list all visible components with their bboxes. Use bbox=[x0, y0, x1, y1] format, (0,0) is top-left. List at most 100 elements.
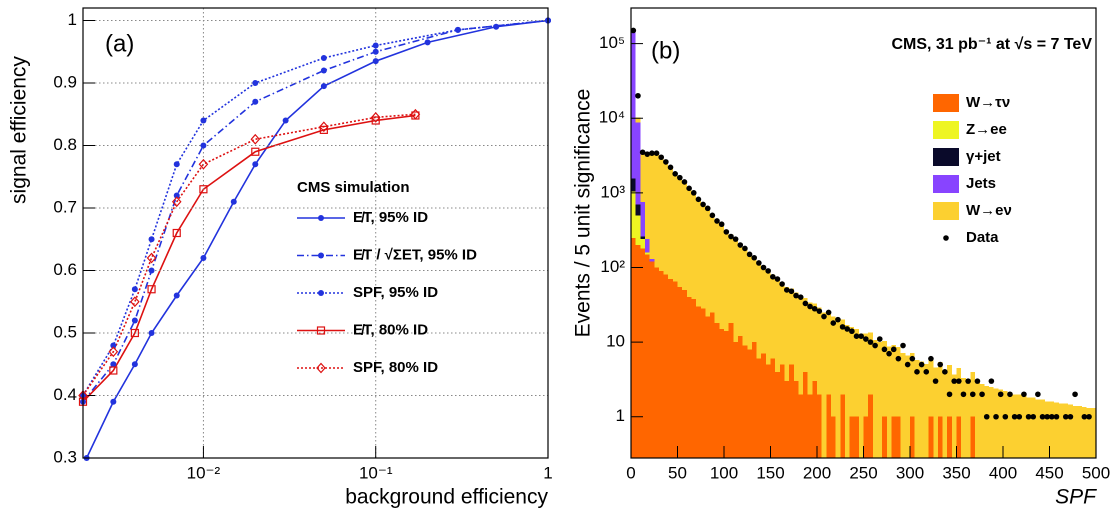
bar-segment bbox=[728, 323, 734, 458]
data-point bbox=[1049, 413, 1055, 420]
bar-segment bbox=[830, 316, 836, 417]
data-point bbox=[1002, 413, 1009, 420]
bar-segment bbox=[798, 394, 804, 458]
marker bbox=[200, 142, 207, 149]
bar-segment bbox=[705, 316, 711, 458]
data-point bbox=[886, 350, 892, 357]
data-point bbox=[1086, 413, 1092, 420]
bar-segment bbox=[784, 286, 790, 382]
bar-segment bbox=[779, 364, 785, 458]
bar-segment bbox=[817, 394, 822, 458]
bar-segment bbox=[1016, 394, 1022, 458]
bar-segment bbox=[724, 331, 729, 458]
data-point bbox=[909, 355, 916, 362]
annotation: CMS, 31 pb⁻¹ at √s = 7 TeV bbox=[891, 36, 1092, 53]
legend-swatch bbox=[933, 148, 959, 166]
x-axis-title: SPF bbox=[1055, 486, 1097, 509]
bar-segment bbox=[649, 258, 655, 262]
marker bbox=[110, 398, 117, 405]
data-point bbox=[1016, 413, 1023, 420]
data-point bbox=[867, 339, 874, 345]
bar-segment bbox=[700, 204, 706, 309]
data-point bbox=[737, 242, 744, 248]
marker bbox=[108, 346, 119, 358]
bar-segment bbox=[854, 416, 859, 458]
data-point bbox=[681, 179, 688, 185]
data-point bbox=[644, 151, 651, 157]
data-point bbox=[942, 369, 948, 375]
x-tick-label: 350 bbox=[942, 463, 970, 482]
y-tick-label: 10⁵ bbox=[599, 33, 625, 52]
bar-segment bbox=[812, 303, 817, 382]
bar-segment bbox=[696, 306, 701, 458]
bar-segment bbox=[937, 416, 943, 458]
data-point bbox=[983, 413, 990, 420]
bar-segment bbox=[1030, 397, 1036, 458]
bar-segment bbox=[882, 341, 887, 417]
data-point bbox=[858, 333, 864, 340]
data-point bbox=[993, 413, 999, 420]
bar-segment bbox=[947, 365, 952, 417]
marker bbox=[131, 286, 138, 293]
bar-segment bbox=[910, 352, 915, 417]
data-point bbox=[672, 171, 678, 177]
bar-segment bbox=[835, 321, 841, 458]
panel-label: (b) bbox=[651, 37, 680, 64]
data-point bbox=[872, 342, 878, 349]
bar-segment bbox=[1035, 399, 1041, 458]
bar-segment bbox=[993, 388, 999, 458]
legend-label: E̸T, 80% ID bbox=[353, 321, 428, 338]
data-point bbox=[742, 245, 748, 252]
bar-segment bbox=[644, 155, 650, 240]
bar-segment bbox=[649, 154, 655, 259]
bar-segment bbox=[710, 312, 715, 458]
legend-label: W→τν bbox=[966, 94, 1010, 111]
bar-segment bbox=[793, 381, 799, 458]
data-point bbox=[974, 378, 981, 384]
bar-segment bbox=[1044, 401, 1050, 458]
marker bbox=[130, 328, 139, 338]
bar-segment bbox=[654, 153, 659, 268]
data-point bbox=[653, 150, 660, 156]
series-line bbox=[83, 19, 548, 403]
data-point bbox=[937, 361, 944, 368]
bar-segment bbox=[826, 394, 831, 458]
legend-label: Data bbox=[966, 229, 999, 246]
bar-segment bbox=[742, 345, 748, 458]
data-point bbox=[1081, 413, 1088, 420]
data-point bbox=[1025, 413, 1032, 420]
data-point bbox=[1039, 413, 1046, 420]
bar-segment bbox=[863, 416, 869, 458]
bar-segment bbox=[747, 253, 752, 350]
legend-label: Jets bbox=[966, 175, 996, 192]
bar-segment bbox=[896, 347, 901, 417]
bar-segment bbox=[807, 394, 813, 458]
bar-segment bbox=[1054, 402, 1059, 458]
data-point bbox=[728, 233, 734, 240]
x-tick-label: 450 bbox=[1035, 463, 1063, 482]
x-tick-label: 500 bbox=[1082, 463, 1110, 482]
bar-segment bbox=[761, 265, 766, 354]
marker bbox=[370, 111, 381, 123]
bar-segment bbox=[882, 416, 887, 458]
data-point bbox=[690, 190, 697, 196]
y-tick-label: 0.3 bbox=[53, 447, 77, 466]
data-point bbox=[746, 251, 753, 258]
bar-segment bbox=[719, 328, 724, 458]
bar-segment bbox=[765, 270, 771, 365]
y-axis-title: signal efficiency bbox=[8, 56, 31, 204]
bar-segment bbox=[905, 355, 910, 458]
bar-segment bbox=[733, 342, 738, 458]
marker bbox=[250, 133, 261, 145]
bar-segment bbox=[919, 361, 924, 458]
plot-area bbox=[631, 27, 1096, 458]
data-point bbox=[960, 391, 967, 398]
bar-segment bbox=[1086, 408, 1092, 458]
bar-segment bbox=[868, 394, 873, 458]
marker bbox=[251, 147, 260, 156]
data-point bbox=[895, 355, 902, 362]
bar-segment bbox=[1072, 405, 1078, 458]
bar-segment bbox=[663, 162, 669, 275]
data-point bbox=[774, 276, 781, 282]
bar-segment bbox=[984, 385, 990, 458]
